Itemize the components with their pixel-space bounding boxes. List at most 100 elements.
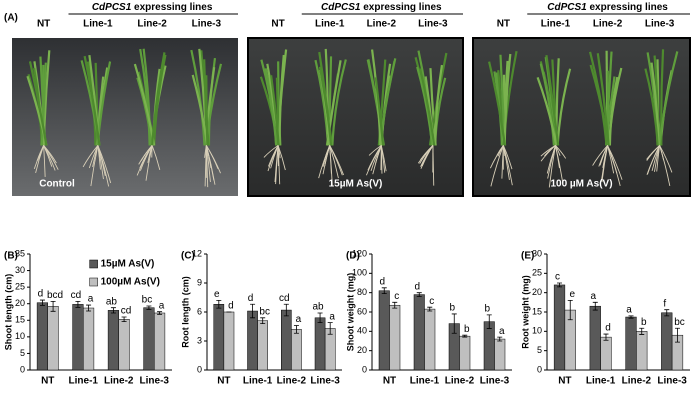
line-label: Line-3 (645, 19, 675, 30)
header: CdPCS1 expressing lines (547, 2, 668, 13)
y-tick-label: 25 (15, 282, 25, 292)
x-tick-label: Line-2 (445, 376, 475, 387)
significance-letter: a (499, 326, 505, 337)
bar (626, 317, 637, 370)
significance-letter: a (159, 300, 165, 311)
y-tick-label: 0 (537, 364, 542, 374)
bar (325, 328, 335, 370)
header: CdPCS1 expressing lines (92, 2, 213, 13)
leaf (206, 75, 207, 145)
significance-letter: f (663, 298, 666, 309)
bar (108, 310, 119, 370)
y-tick-label: 10 (532, 326, 542, 336)
y-tick-label: 5 (537, 345, 542, 355)
y-tick-label: 30 (15, 265, 25, 275)
bar (590, 306, 601, 370)
line-label: Line-2 (593, 19, 623, 30)
y-tick-label: 120 (352, 248, 367, 258)
significance-letter: b (484, 304, 490, 315)
significance-letter: bc (674, 317, 685, 328)
significance-letter: d (414, 281, 420, 292)
bar (83, 308, 94, 370)
bar (73, 304, 84, 370)
line-label: Line-3 (192, 19, 222, 30)
significance-letter: c (394, 291, 399, 302)
nt-label: NT (37, 19, 50, 30)
y-tick-label: 60 (357, 306, 367, 316)
x-tick-label: Line-1 (410, 376, 440, 387)
significance-letter: b (464, 324, 470, 335)
photo-caption: 100 µM As(V) (550, 179, 612, 190)
significance-letter: bcd (47, 290, 63, 301)
y-axis-label: Root weight (mg) (520, 275, 530, 349)
line-label: Line-2 (137, 19, 167, 30)
significance-letter: d (228, 301, 234, 312)
significance-letter: c (429, 296, 434, 307)
bar (636, 331, 647, 370)
x-tick-label: NT (41, 376, 54, 387)
significance-letter: d (38, 289, 44, 300)
y-tick-label: 0 (362, 364, 367, 374)
y-tick-label: 80 (357, 287, 367, 297)
significance-letter: b (641, 317, 647, 328)
significance-letter: a (88, 294, 94, 305)
significance-letter: a (626, 305, 632, 316)
significance-letter: d (379, 276, 385, 287)
y-tick-label: 25 (532, 268, 542, 278)
line-label: Line-1 (315, 19, 345, 30)
bar (661, 313, 672, 370)
bar (414, 295, 425, 370)
bar (224, 312, 234, 370)
y-tick-label: 0 (20, 364, 25, 374)
x-tick-label: Line-3 (310, 376, 340, 387)
bar (248, 311, 258, 370)
photo-caption: 15µM As(V) (329, 179, 383, 190)
bar (258, 321, 268, 370)
significance-letter: cd (279, 293, 290, 304)
nt-label: NT (497, 19, 510, 30)
y-tick-label: 15 (15, 315, 25, 325)
x-tick-label: Line-3 (140, 376, 170, 387)
nt-label: NT (271, 19, 284, 30)
x-tick-label: NT (217, 376, 230, 387)
y-tick-label: 12 (192, 248, 202, 258)
bar (291, 329, 301, 370)
bar (390, 305, 401, 370)
bar (48, 306, 59, 370)
significance-letter: bc (142, 295, 153, 306)
y-tick-label: 20 (532, 287, 542, 297)
y-axis-label: Shoot weight (mg) (345, 273, 355, 352)
y-tick-label: 15 (532, 306, 542, 316)
significance-letter: a (296, 314, 302, 325)
photo-caption: Control (39, 179, 75, 190)
x-tick-label: Line-1 (69, 376, 99, 387)
bar (425, 309, 436, 370)
line-label: Line-1 (541, 19, 571, 30)
bar (379, 291, 390, 370)
significance-letter: c (555, 272, 560, 283)
x-tick-label: Line-1 (586, 376, 616, 387)
x-tick-label: Line-3 (657, 376, 687, 387)
x-tick-label: NT (558, 376, 571, 387)
y-tick-label: 40 (357, 326, 367, 336)
bar (154, 313, 165, 370)
bar (214, 304, 224, 370)
y-tick-label: 100 (352, 268, 367, 278)
legend-label: 100µM As(V) (101, 277, 160, 288)
y-tick-label: 10 (15, 331, 25, 341)
x-tick-label: Line-2 (277, 376, 307, 387)
significance-letter: a (590, 291, 596, 302)
significance-letter: e (569, 289, 575, 300)
y-tick-label: 20 (15, 298, 25, 308)
x-tick-label: NT (383, 376, 396, 387)
legend-swatch (90, 260, 98, 268)
line-label: Line-2 (367, 19, 397, 30)
y-axis-label: Shoot length (cm) (3, 274, 13, 351)
significance-letter: cd (71, 290, 82, 301)
y-tick-label: 20 (357, 345, 367, 355)
bar (315, 318, 325, 370)
x-tick-label: Line-2 (104, 376, 134, 387)
